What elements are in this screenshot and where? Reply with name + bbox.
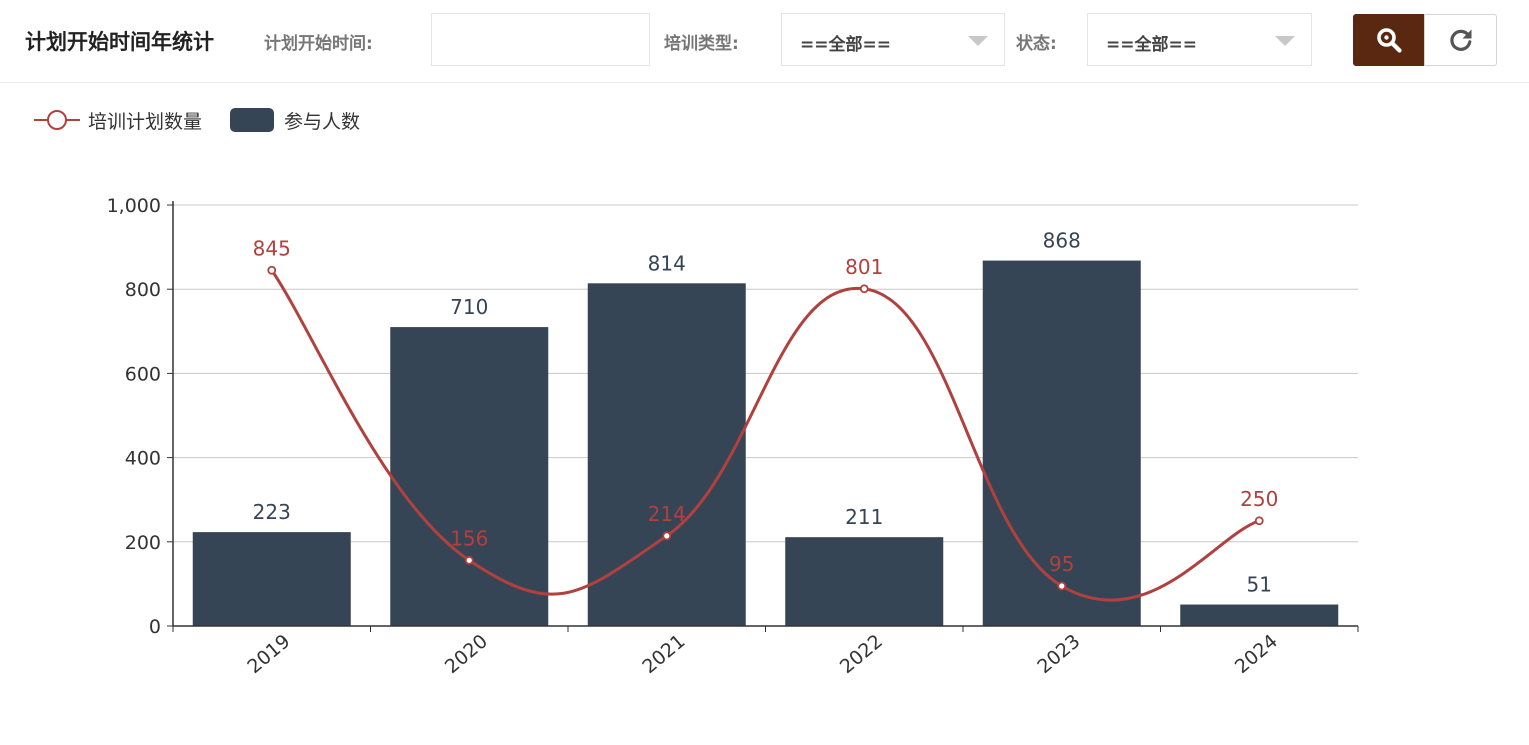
training-type-select[interactable]: ==全部== bbox=[781, 13, 1005, 66]
line-value-label: 95 bbox=[1049, 552, 1074, 576]
x-tick-label: 2024 bbox=[1231, 630, 1282, 678]
line-point bbox=[662, 531, 672, 541]
line-point bbox=[1057, 581, 1067, 591]
bar-value-label: 51 bbox=[1247, 573, 1272, 597]
x-tick-label: 2023 bbox=[1033, 630, 1084, 678]
bar-value-label: 710 bbox=[450, 295, 488, 319]
search-icon bbox=[1377, 28, 1402, 53]
x-tick-label: 2020 bbox=[441, 630, 492, 678]
start-time-label: 计划开始时间: bbox=[264, 34, 373, 54]
bar bbox=[982, 260, 1141, 626]
legend-item-plan-count[interactable]: 培训计划数量 bbox=[34, 106, 202, 134]
reset-button[interactable] bbox=[1424, 14, 1497, 66]
filter-toolbar: 计划开始时间年统计 计划开始时间: 培训类型: ==全部== 状态: ==全部=… bbox=[0, 0, 1529, 83]
line-point bbox=[267, 265, 277, 275]
line-value-label: 214 bbox=[648, 502, 686, 526]
y-tick-label: 200 bbox=[125, 532, 161, 554]
line-value-label: 156 bbox=[450, 526, 488, 550]
line-point bbox=[1254, 516, 1264, 526]
legend-label-participants: 参与人数 bbox=[284, 110, 361, 133]
training-type-value: ==全部== bbox=[800, 35, 891, 55]
line-point bbox=[464, 555, 474, 565]
y-tick-label: 0 bbox=[149, 616, 161, 638]
chevron-down-icon bbox=[968, 36, 988, 46]
plan-count-line bbox=[270, 269, 1260, 602]
status-value: ==全部== bbox=[1106, 35, 1197, 55]
line-legend-icon bbox=[34, 110, 80, 130]
status-select[interactable]: ==全部== bbox=[1087, 13, 1312, 66]
bar-value-label: 868 bbox=[1043, 229, 1081, 253]
bar bbox=[785, 537, 944, 626]
legend-label-plan-count: 培训计划数量 bbox=[88, 110, 203, 133]
x-tick-label: 2021 bbox=[638, 630, 689, 678]
line-value-label: 250 bbox=[1240, 487, 1278, 511]
bar bbox=[192, 532, 351, 626]
y-tick-label: 1,000 bbox=[107, 195, 161, 217]
search-button[interactable] bbox=[1353, 14, 1425, 66]
line-value-label: 845 bbox=[253, 236, 291, 260]
x-tick-label: 2019 bbox=[243, 630, 294, 678]
start-time-input[interactable] bbox=[431, 13, 650, 66]
line-point bbox=[859, 284, 869, 294]
bar-value-label: 223 bbox=[253, 500, 291, 524]
bar bbox=[1180, 604, 1339, 626]
bar-value-label: 814 bbox=[648, 251, 686, 275]
bar bbox=[587, 283, 746, 626]
bar-legend-icon bbox=[230, 108, 274, 132]
y-tick-label: 600 bbox=[125, 363, 161, 385]
training-type-label: 培训类型: bbox=[664, 34, 739, 54]
y-tick-label: 800 bbox=[125, 279, 161, 301]
bar-value-label: 211 bbox=[845, 505, 883, 529]
line-value-label: 801 bbox=[845, 255, 883, 279]
chevron-down-icon bbox=[1275, 36, 1295, 46]
bar bbox=[390, 327, 549, 626]
page-title: 计划开始时间年统计 bbox=[25, 30, 214, 54]
refresh-icon bbox=[1449, 29, 1471, 51]
y-tick-label: 400 bbox=[125, 448, 161, 470]
x-tick-label: 2022 bbox=[836, 630, 887, 678]
status-label: 状态: bbox=[1016, 34, 1057, 54]
legend-item-participants[interactable]: 参与人数 bbox=[230, 106, 360, 134]
